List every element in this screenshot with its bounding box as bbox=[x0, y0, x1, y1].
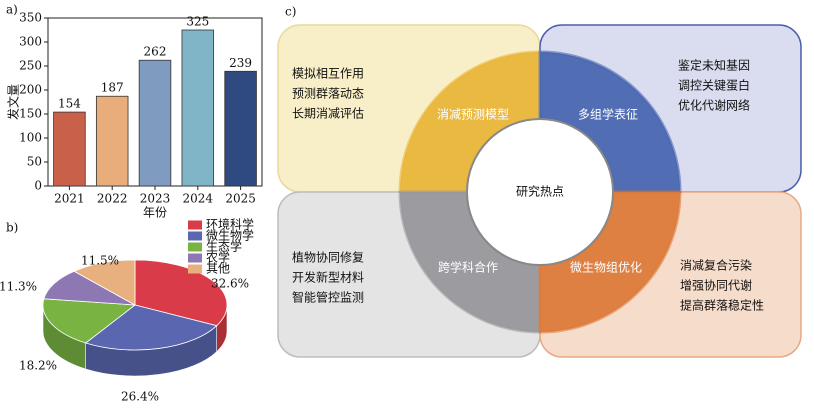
bar-value-label: 262 bbox=[144, 45, 167, 59]
x-tick-label: 2024 bbox=[183, 192, 214, 206]
quadrant-item: 鉴定未知基因 bbox=[678, 58, 750, 73]
x-tick-label: 2025 bbox=[225, 192, 256, 206]
quadrant-label: 微生物组优化 bbox=[570, 261, 642, 275]
quadrant-item: 优化代谢网络 bbox=[678, 98, 750, 113]
legend-swatch bbox=[188, 231, 202, 241]
x-axis-label: 年份 bbox=[143, 206, 167, 220]
bar bbox=[181, 29, 215, 187]
panel-label: c) bbox=[285, 5, 296, 19]
x-tick-label: 2023 bbox=[140, 192, 171, 206]
quadrant-item: 预测群落动态 bbox=[292, 87, 364, 101]
bar bbox=[138, 59, 172, 187]
pie-slice bbox=[134, 259, 228, 327]
quadrant-label: 跨学科合作 bbox=[438, 260, 498, 275]
bar-value-label: 239 bbox=[229, 56, 252, 70]
quadrant-label: 消减预测模型 bbox=[437, 108, 509, 122]
panel-label: a) bbox=[6, 3, 18, 17]
legend-swatch bbox=[188, 220, 202, 230]
quadrant-item: 智能管控监测 bbox=[292, 290, 364, 305]
pie-slice bbox=[84, 304, 218, 351]
x-tick-label: 2021 bbox=[54, 192, 85, 206]
y-tick-label: 200 bbox=[19, 83, 42, 97]
legend-label: 生态学 bbox=[206, 239, 242, 254]
pie-value-label: 11.3% bbox=[0, 280, 37, 294]
legend-label: 环境科学 bbox=[206, 217, 254, 232]
pie-value-label: 11.5% bbox=[81, 254, 119, 268]
legend-swatch bbox=[188, 242, 202, 252]
quadrant-item: 增强协同代谢 bbox=[680, 278, 752, 293]
quadrant-item: 开发新型材料 bbox=[292, 270, 364, 285]
bar-value-label: 154 bbox=[58, 97, 81, 111]
quadrant-item: 长期消减评估 bbox=[292, 107, 364, 121]
quadrant-item: 调控关键蛋白 bbox=[678, 78, 750, 93]
pie-slice bbox=[73, 259, 136, 306]
panel-label: b) bbox=[6, 221, 18, 235]
pie-value-label: 32.6% bbox=[211, 277, 249, 291]
y-tick-label: 100 bbox=[19, 131, 42, 145]
quadrant-item: 消减复合污染 bbox=[680, 258, 752, 273]
quadrant-item: 模拟相互作用 bbox=[292, 67, 364, 81]
quadrant-item: 提高群落稳定性 bbox=[680, 298, 764, 313]
pie-slice bbox=[43, 270, 136, 306]
y-tick-label: 0 bbox=[34, 179, 42, 193]
pie-slice bbox=[42, 298, 137, 344]
y-tick-label: 250 bbox=[19, 59, 42, 73]
bar bbox=[95, 95, 129, 187]
legend-swatch bbox=[188, 264, 202, 274]
y-tick-label: 300 bbox=[19, 35, 42, 49]
pie-value-label: 26.4% bbox=[121, 390, 159, 404]
quadrant-label: 多组学表征 bbox=[578, 107, 638, 122]
pie-value-label: 18.2% bbox=[19, 359, 57, 373]
y-axis-label: 发文量 bbox=[6, 84, 21, 120]
quadrant-item: 植物协同修复 bbox=[292, 250, 364, 265]
bar-value-label: 187 bbox=[101, 81, 124, 95]
bar bbox=[53, 111, 86, 187]
center-label: 研究热点 bbox=[516, 184, 564, 199]
center-circle bbox=[466, 118, 614, 266]
legend-label: 微生物学 bbox=[206, 228, 254, 243]
x-tick-label: 2022 bbox=[97, 192, 128, 206]
bar bbox=[224, 70, 257, 187]
legend-label: 其他 bbox=[206, 262, 230, 276]
y-tick-label: 50 bbox=[27, 155, 42, 169]
legend-label: 农学 bbox=[206, 250, 230, 265]
y-tick-label: 150 bbox=[19, 107, 42, 121]
bar-value-label: 325 bbox=[186, 15, 209, 29]
y-tick-label: 350 bbox=[19, 11, 42, 25]
legend-swatch bbox=[188, 253, 202, 263]
